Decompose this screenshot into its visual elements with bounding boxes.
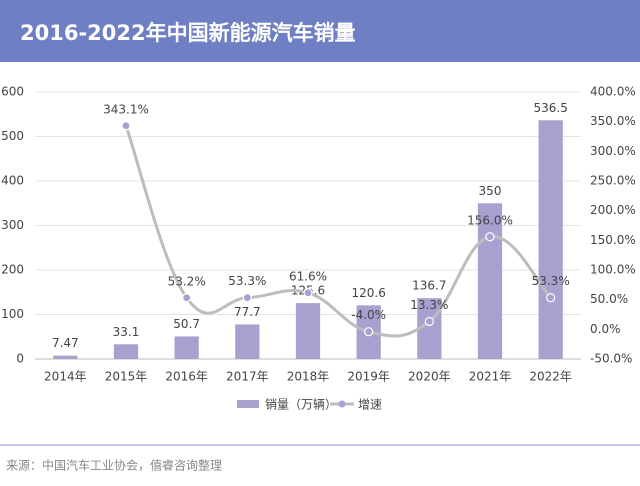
y-tick-label: 200 <box>1 263 24 277</box>
x-tick-label: 2016年 <box>165 370 208 384</box>
growth-marker <box>546 293 556 303</box>
growth-value-label: 61.6% <box>289 269 327 283</box>
growth-marker <box>485 232 495 242</box>
growth-value-label: 53.3% <box>228 274 266 288</box>
y-tick-label: 600 <box>1 85 24 99</box>
x-tick-label: 2014年 <box>44 370 87 384</box>
growth-value-label: -4.0% <box>351 308 386 322</box>
legend-swatch <box>237 400 259 408</box>
y2-tick-label: 0.0% <box>590 322 621 336</box>
growth-marker <box>121 121 131 131</box>
legend-label: 销量（万辆） <box>265 398 337 412</box>
growth-value-label: 13.3% <box>410 298 448 312</box>
bar <box>174 336 199 359</box>
growth-marker <box>242 293 252 303</box>
x-tick-label: 2018年 <box>287 370 330 384</box>
x-tick-label: 2017年 <box>226 370 269 384</box>
x-tick-label: 2015年 <box>105 370 148 384</box>
bar <box>538 120 563 359</box>
y-tick-label: 300 <box>1 218 24 232</box>
source: 来源：中国汽车工业协会，僖睿咨询整理 <box>6 458 222 473</box>
y2-tick-label: 350.0% <box>590 114 636 128</box>
bar <box>113 344 139 359</box>
y2-tick-label: 250.0% <box>590 174 636 188</box>
bar-value-label: 33.1 <box>113 325 140 339</box>
y-tick-label: 500 <box>1 129 24 143</box>
growth-marker <box>182 293 192 303</box>
chart-title: 2016-2022年中国新能源汽车销量 <box>20 21 356 45</box>
growth-value-label: 343.1% <box>103 102 149 116</box>
y-tick-label: 400 <box>1 174 24 188</box>
growth-value-label: 53.3% <box>532 274 570 288</box>
y2-tick-label: 50.0% <box>590 292 628 306</box>
growth-marker <box>364 327 374 337</box>
growth-value-label: 156.0% <box>467 213 513 227</box>
bar <box>235 324 260 359</box>
y2-tick-label: -50.0% <box>590 352 632 366</box>
y2-tick-label: 400.0% <box>590 85 636 99</box>
bar <box>53 355 78 359</box>
x-tick-label: 2022年 <box>529 370 572 384</box>
legend-label: 增速 <box>358 398 382 412</box>
bar-value-label: 77.7 <box>234 305 261 319</box>
bar <box>295 303 321 359</box>
bar-value-label: 7.47 <box>52 336 79 350</box>
growth-marker <box>424 316 434 327</box>
y2-tick-label: 300.0% <box>590 144 636 158</box>
y-tick-label: 100 <box>1 307 24 321</box>
bar-value-label: 350 <box>479 184 502 198</box>
growth-value-label: 53.2% <box>168 274 206 288</box>
bar-value-label: 50.7 <box>173 317 200 331</box>
growth-marker <box>303 288 313 298</box>
bar-value-label: 536.5 <box>533 101 567 115</box>
x-tick-label: 2021年 <box>469 370 512 384</box>
x-tick-label: 2020年 <box>408 370 451 384</box>
y-tick-label: 0 <box>16 352 24 366</box>
x-tick-label: 2019年 <box>347 370 390 384</box>
y2-tick-label: 150.0% <box>590 233 636 247</box>
bar <box>477 203 503 359</box>
y2-tick-label: 100.0% <box>590 263 636 277</box>
y2-tick-label: 200.0% <box>590 203 636 217</box>
bar-value-label: 120.6 <box>351 286 385 300</box>
header-band <box>0 0 640 62</box>
bar-value-label: 136.7 <box>412 279 446 293</box>
legend-swatch-marker <box>338 400 346 408</box>
